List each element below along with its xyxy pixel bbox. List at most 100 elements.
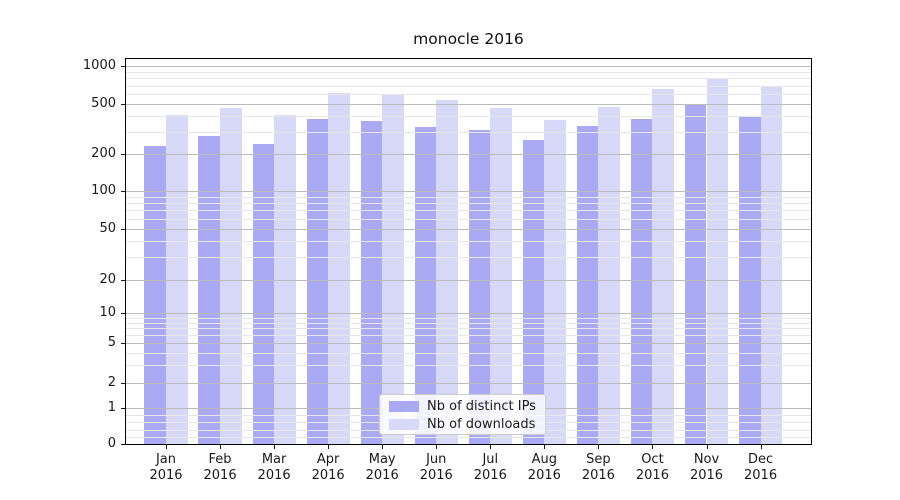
minor-gridline [126, 203, 811, 205]
x-tick-month: May [368, 452, 396, 467]
bar-downloads [706, 77, 729, 444]
bar-distinct-ips [252, 144, 275, 444]
y-axis: 1000 500 200 100 50 20 10 5 2 1 0 [0, 58, 125, 451]
x-tick-month: Oct [641, 452, 664, 467]
legend-label: Nb of distinct IPs [427, 399, 536, 414]
x-tick-label: Jan 2016 [138, 452, 194, 484]
y-tick-mark [121, 343, 125, 344]
x-tick-label: Jun 2016 [408, 452, 464, 484]
y-tick-label: 0 [107, 436, 116, 451]
major-gridline [126, 154, 811, 155]
x-tick-month: Jan [155, 452, 177, 467]
legend-row: Nb of distinct IPs [380, 397, 545, 415]
y-tick-label: 200 [91, 146, 116, 161]
bar-distinct-ips [360, 121, 383, 444]
x-tick-mark [652, 445, 654, 449]
y-tick-label: 100 [91, 183, 116, 198]
major-gridline [126, 279, 811, 281]
x-tick-year: 2016 [581, 468, 615, 483]
x-tick-month: Jul [482, 452, 499, 467]
bar-downloads [598, 107, 620, 444]
minor-gridline [126, 196, 811, 198]
y-tick-label: 5 [107, 335, 116, 350]
x-tick-year: 2016 [527, 468, 561, 483]
x-tick-label: Nov 2016 [679, 452, 735, 484]
chart-title: monocle 2016 [413, 30, 524, 48]
x-tick-month: Apr [316, 452, 340, 467]
major-gridline [126, 191, 811, 192]
x-axis: Jan 2016 Feb 2016 Mar 2016 Apr 2016 May 2016 Jun 20… [125, 445, 812, 495]
x-tick-year: 2016 [473, 468, 507, 483]
bar-distinct-ips [684, 104, 707, 444]
minor-gridline [126, 132, 811, 133]
bar-distinct-ips [630, 118, 653, 444]
y-tick-mark [121, 408, 125, 409]
x-tick-year: 2016 [635, 468, 669, 483]
minor-gridline [126, 328, 811, 330]
minor-gridline [126, 240, 811, 242]
y-tick-mark [121, 279, 125, 281]
minor-gridline [126, 78, 811, 80]
bar-downloads [436, 100, 458, 444]
x-tick-label: Apr 2016 [300, 452, 356, 484]
x-tick-year: 2016 [203, 468, 237, 483]
x-tick-label: Oct 2016 [624, 452, 680, 484]
minor-gridline [126, 365, 811, 367]
minor-gridline [126, 322, 811, 324]
x-tick-mark [274, 445, 276, 449]
bar-distinct-ips [144, 145, 166, 444]
minor-gridline [126, 210, 811, 212]
major-gridline [126, 313, 811, 314]
x-tick-mark [760, 445, 762, 449]
x-tick-label: Sep 2016 [570, 452, 626, 484]
x-tick-label: Jul 2016 [462, 452, 518, 484]
bar-distinct-ips [576, 126, 599, 444]
x-tick-year: 2016 [365, 468, 399, 483]
legend: Nb of distinct IPs Nb of downloads [379, 394, 546, 435]
minor-gridline [126, 317, 811, 319]
bar-downloads [490, 108, 512, 444]
x-tick-label: Aug 2016 [516, 452, 572, 484]
minor-gridline [126, 256, 811, 258]
minor-gridline [126, 218, 811, 220]
plot-area: Nb of distinct IPs Nb of downloads [125, 58, 812, 445]
minor-gridline [126, 85, 811, 87]
minor-gridline [126, 71, 811, 73]
x-tick-month: Feb [208, 452, 232, 467]
x-tick-mark [706, 445, 708, 449]
y-tick-label: 500 [91, 96, 116, 112]
x-tick-year: 2016 [419, 468, 453, 483]
y-tick-label: 1000 [82, 58, 116, 73]
x-tick-mark [490, 445, 492, 449]
minor-gridline [126, 436, 811, 438]
x-tick-year: 2016 [311, 468, 345, 483]
x-tick-month: Mar [261, 452, 287, 467]
legend-swatch [389, 401, 419, 412]
minor-gridline [126, 116, 811, 118]
y-tick-mark [121, 191, 125, 192]
y-tick-label: 20 [99, 271, 116, 287]
legend-swatch [389, 419, 419, 430]
x-tick-year: 2016 [257, 468, 291, 483]
major-gridline [126, 383, 811, 384]
x-tick-year: 2016 [149, 468, 183, 483]
y-tick-mark [121, 66, 125, 67]
x-tick-mark [220, 445, 222, 449]
x-tick-mark [544, 445, 546, 449]
bar-downloads [544, 119, 566, 444]
bar-distinct-ips [306, 118, 329, 444]
minor-gridline [126, 94, 811, 96]
x-tick-year: 2016 [744, 468, 778, 483]
y-tick-label: 50 [99, 220, 116, 236]
y-tick-mark [121, 228, 125, 230]
x-tick-label: Mar 2016 [246, 452, 302, 484]
x-tick-month: Dec [747, 452, 774, 467]
x-tick-month: Jun [426, 452, 447, 467]
x-tick-mark [328, 445, 330, 449]
minor-gridline [126, 352, 811, 354]
x-tick-mark [598, 445, 600, 449]
legend-label: Nb of downloads [427, 417, 536, 432]
x-tick-mark [382, 445, 384, 449]
x-tick-month: Sep [586, 452, 611, 467]
